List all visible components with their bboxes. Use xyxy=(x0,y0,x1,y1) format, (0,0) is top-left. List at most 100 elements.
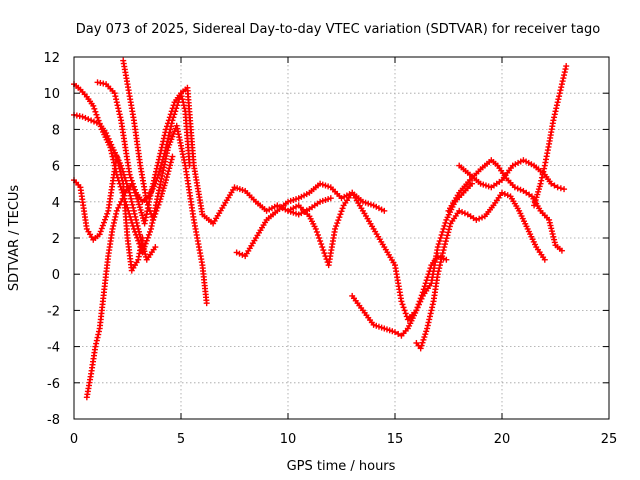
data-point xyxy=(146,207,153,214)
data-point xyxy=(120,171,127,178)
data-series xyxy=(71,57,570,401)
data-point xyxy=(162,147,169,154)
data-point xyxy=(137,234,144,241)
data-point xyxy=(151,213,158,220)
data-point xyxy=(79,113,86,120)
data-point xyxy=(118,162,125,169)
data-point xyxy=(163,177,170,184)
data-point xyxy=(417,298,424,305)
data-point xyxy=(501,190,508,197)
data-point xyxy=(426,316,433,323)
data-point xyxy=(550,233,557,240)
data-point xyxy=(126,210,133,217)
data-point xyxy=(165,168,172,175)
data-point xyxy=(313,228,320,235)
data-point xyxy=(155,201,162,208)
data-point xyxy=(118,198,125,205)
data-point xyxy=(461,210,468,217)
data-point xyxy=(109,153,116,160)
data-point xyxy=(93,119,100,126)
data-point xyxy=(442,238,449,245)
data-point xyxy=(557,87,564,94)
data-point xyxy=(113,171,120,178)
data-point xyxy=(203,300,210,307)
data-point xyxy=(113,210,120,217)
data-point xyxy=(120,192,127,199)
data-point xyxy=(163,144,170,151)
data-point xyxy=(551,182,558,189)
data-point xyxy=(550,117,557,124)
data-point xyxy=(392,329,398,336)
data-point xyxy=(130,207,137,214)
data-point xyxy=(136,201,143,208)
data-point xyxy=(141,248,148,255)
data-point xyxy=(138,237,145,244)
data-point xyxy=(126,171,133,178)
series-arc-4 xyxy=(83,90,193,401)
data-point xyxy=(558,81,565,88)
data-point xyxy=(169,117,176,124)
data-point xyxy=(418,295,425,302)
data-point xyxy=(164,138,171,145)
data-point xyxy=(551,114,558,121)
data-point xyxy=(546,216,553,223)
data-point xyxy=(436,238,443,245)
data-point xyxy=(424,322,431,329)
data-point xyxy=(557,185,564,192)
data-point xyxy=(127,192,134,199)
data-point xyxy=(168,120,175,127)
data-point xyxy=(395,330,402,337)
series-arc-13 xyxy=(531,63,570,209)
data-point xyxy=(127,213,134,220)
data-point xyxy=(85,116,92,123)
data-point xyxy=(116,180,123,187)
data-point xyxy=(514,185,521,192)
data-point xyxy=(429,301,436,308)
data-point xyxy=(556,90,563,97)
data-point xyxy=(172,108,179,115)
data-point xyxy=(130,204,137,211)
data-point xyxy=(150,216,157,223)
data-point xyxy=(93,337,100,344)
data-point xyxy=(111,90,118,97)
data-point xyxy=(166,129,173,136)
data-point xyxy=(538,174,545,181)
data-point xyxy=(135,228,142,235)
data-point xyxy=(156,168,163,175)
y-tick-label: -8 xyxy=(47,413,60,428)
data-point xyxy=(418,342,425,349)
data-point xyxy=(399,301,406,308)
data-point xyxy=(161,150,168,157)
data-point xyxy=(159,187,166,194)
series-arc-6 xyxy=(120,57,176,223)
data-point xyxy=(337,211,344,218)
data-point xyxy=(165,132,172,139)
data-point xyxy=(423,328,430,335)
data-point xyxy=(152,244,159,251)
data-point xyxy=(110,156,117,163)
y-tick-label: 0 xyxy=(52,268,60,283)
data-point xyxy=(160,185,167,192)
data-point xyxy=(113,207,120,214)
data-point xyxy=(134,222,141,229)
data-point xyxy=(531,202,538,209)
data-point xyxy=(114,174,121,181)
x-tick-label: 10 xyxy=(280,432,297,447)
data-point xyxy=(438,231,445,238)
data-point xyxy=(95,331,102,338)
data-point xyxy=(100,219,107,226)
y-tick-label: -2 xyxy=(47,304,60,319)
data-point xyxy=(239,251,246,258)
data-point xyxy=(163,174,170,181)
data-point xyxy=(153,207,160,214)
data-point xyxy=(167,162,174,169)
series-arc-5 xyxy=(94,79,334,227)
data-point xyxy=(551,236,558,243)
data-point xyxy=(441,244,448,251)
data-point xyxy=(157,196,164,203)
data-point xyxy=(103,130,110,137)
x-tick-label: 15 xyxy=(387,432,404,447)
data-point xyxy=(96,231,103,238)
data-point xyxy=(99,222,106,229)
